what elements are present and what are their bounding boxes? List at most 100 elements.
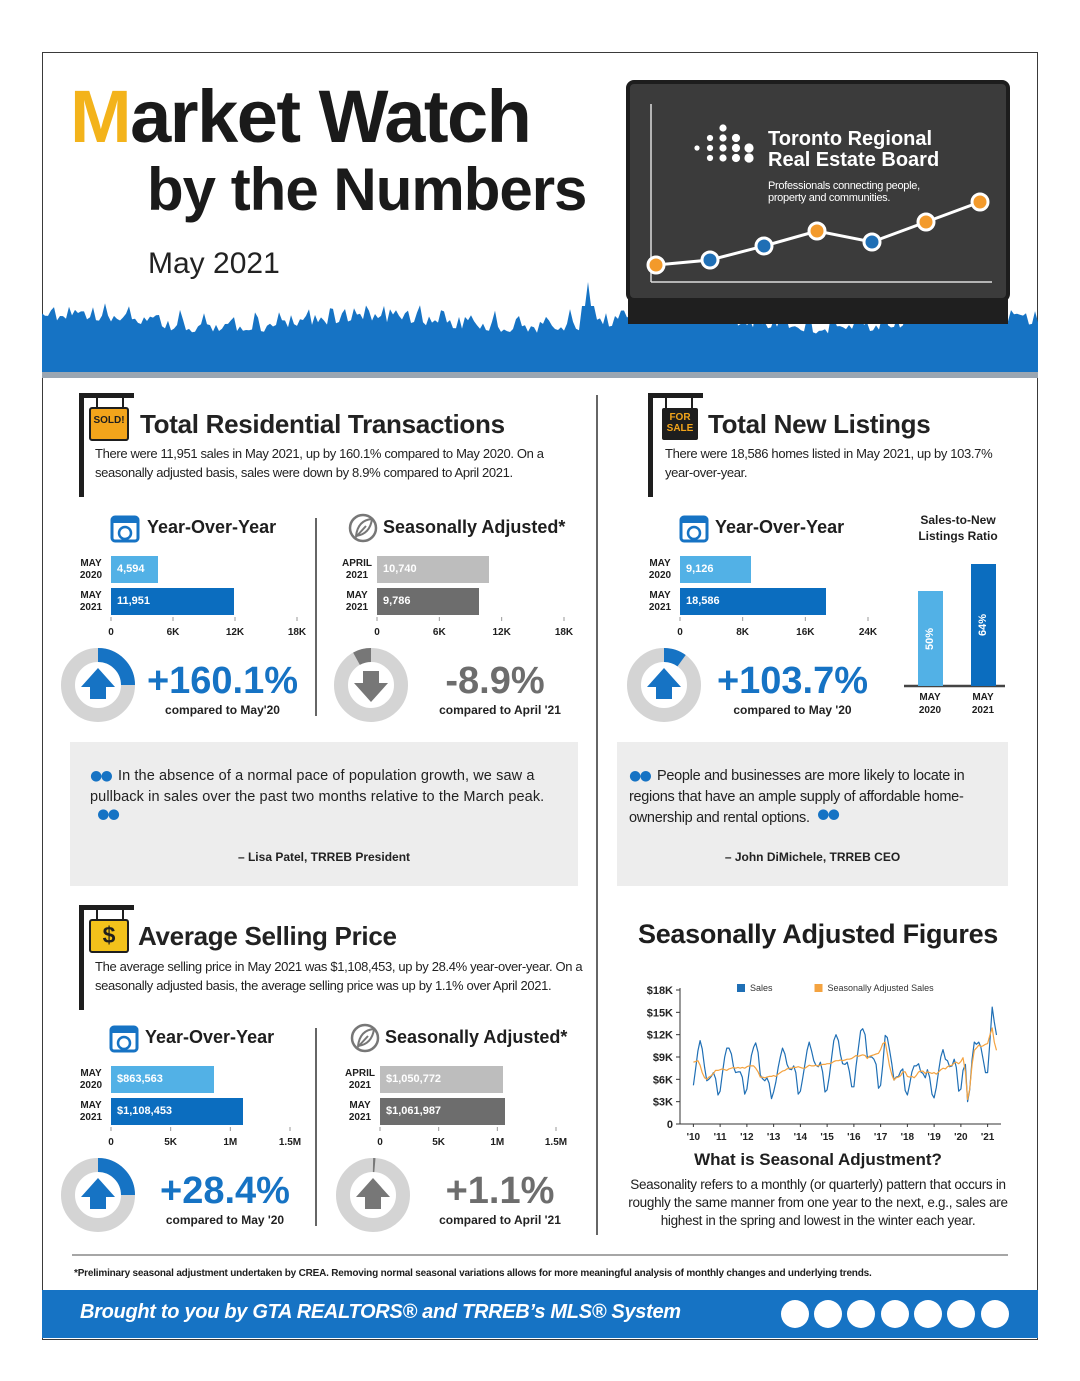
chart-title: Year-Over-Year (145, 1027, 275, 1047)
change-value: +1.1% (445, 1170, 555, 1212)
donut-arrow (354, 671, 388, 702)
bar (111, 1066, 215, 1093)
board-tagline: Professionals connecting people, (768, 180, 920, 192)
bar-value-label: 4,594 (117, 563, 145, 575)
x-tick-label: '14 (794, 1132, 808, 1143)
logo-dot (719, 134, 727, 142)
bar-value-label: 10,740 (383, 563, 417, 575)
donut-arrow (647, 668, 681, 699)
category-label: MAY 2020 (79, 557, 103, 581)
category-label: MAY 2021 (648, 589, 672, 613)
quote-box (617, 742, 1008, 886)
bar (680, 556, 752, 583)
x-tick-label: 16K (796, 627, 815, 638)
bar-value-label: 50% (924, 627, 936, 650)
for-sale-sign (662, 408, 698, 440)
x-tick-label: 18K (554, 627, 574, 638)
bar-value-label: 64% (977, 614, 989, 637)
x-tick-label: 5K (164, 1137, 178, 1148)
logo-dot (706, 144, 714, 152)
board-tagline: property and communities. (768, 192, 891, 204)
bar (111, 588, 235, 615)
logo-dot (706, 154, 714, 162)
category-label: MAY 2021 (971, 692, 995, 716)
legend-label: Sales (750, 983, 773, 993)
x-tick-label: '12 (740, 1132, 754, 1143)
paragraph: Seasonality refers to a monthly (or quar… (628, 1177, 1008, 1228)
category-label: APRIL 2021 (342, 557, 372, 581)
logo-dot (731, 153, 741, 163)
date: May 2021 (148, 247, 280, 280)
board-logo (694, 124, 754, 163)
chart-title: Seasonally Adjusted* (385, 1027, 568, 1047)
logo-dot (719, 144, 727, 152)
donut-arc (353, 647, 372, 666)
category-label: APRIL 2021 (345, 1067, 375, 1091)
donut-arrow (81, 668, 115, 699)
logo-dot (719, 124, 727, 132)
bar-value-label: $1,061,987 (386, 1105, 442, 1117)
x-tick-label: 12K (225, 627, 245, 638)
logo-dot (731, 133, 741, 143)
x-tick-label: 6K (432, 627, 446, 638)
bar (380, 1098, 505, 1125)
x-tick-label: '15 (820, 1132, 834, 1143)
change-value: +28.4% (160, 1170, 290, 1212)
quote-mark (98, 809, 120, 824)
calendar-icon (111, 1027, 137, 1033)
chart-title: Year-Over-Year (715, 517, 845, 537)
sign-text: FOR SALE (666, 412, 694, 434)
quote-text: People and businesses are more likely to… (629, 768, 965, 826)
quote-mark (90, 767, 112, 782)
quote: In the absence of a normal pace of popul… (90, 766, 568, 829)
quote-text: In the absence of a normal pace of popul… (90, 768, 545, 805)
x-tick-label: 1M (223, 1137, 238, 1148)
leaf-icon (348, 513, 378, 543)
logo-dot (744, 153, 754, 163)
change-value: +160.1% (146, 660, 299, 702)
calendar-icon (112, 517, 138, 523)
section-title: Average Selling Price (138, 921, 397, 951)
x-tick-label: '18 (901, 1132, 915, 1143)
bar (970, 564, 996, 686)
skyline-shape (42, 282, 1038, 372)
bar-value-label: 18,586 (686, 595, 720, 607)
logo-dot (744, 143, 754, 153)
leaf-icon (350, 1023, 380, 1053)
donut-arc (97, 648, 135, 686)
logo-dot (719, 154, 727, 162)
legend-swatch (814, 984, 823, 992)
monitor-dots (646, 192, 990, 275)
bar-value-label: $863,563 (117, 1073, 163, 1085)
change-value: +103.7% (716, 660, 869, 702)
category-label: MAY 2021 (345, 589, 369, 613)
bar (377, 556, 489, 583)
bar-value-label: $1,108,453 (117, 1105, 173, 1117)
change-note: compared to May'20 (165, 703, 280, 717)
x-tick-label: 24K (858, 627, 878, 638)
board-name: Real Estate Board (768, 149, 940, 171)
logo-dot (731, 143, 741, 153)
monitor-base (628, 298, 1008, 324)
y-tick-label: 0 (667, 1119, 673, 1131)
bar (111, 556, 159, 583)
chart-title: Seasonally Adjusted* (383, 517, 566, 537)
chart-title: Sales-to-New Listings Ratio (918, 513, 998, 543)
legend-swatch (737, 984, 745, 992)
section-text: The average selling price in May 2021 wa… (95, 959, 583, 993)
footer-text: Brought to you by GTA REALTORS® and TRRE… (80, 1301, 681, 1323)
sold-sign (89, 407, 129, 441)
chart-title: Seasonally Adjusted Figures (638, 919, 998, 949)
x-tick-label: 1.5M (278, 1137, 302, 1148)
category-label: MAY 2021 (79, 589, 103, 613)
x-tick-label: '21 (981, 1132, 995, 1143)
change-note: compared to May '20 (733, 703, 852, 717)
quote-box (70, 742, 578, 886)
x-tick-label: 18K (287, 627, 307, 638)
bar (917, 591, 943, 686)
quote-author: – Lisa Patel, TRREB President (237, 850, 411, 864)
section-text: There were 11,951 sales in May 2021, up … (95, 446, 544, 480)
y-tick-label: $6K (653, 1074, 673, 1086)
y-tick-label: $18K (647, 985, 673, 997)
